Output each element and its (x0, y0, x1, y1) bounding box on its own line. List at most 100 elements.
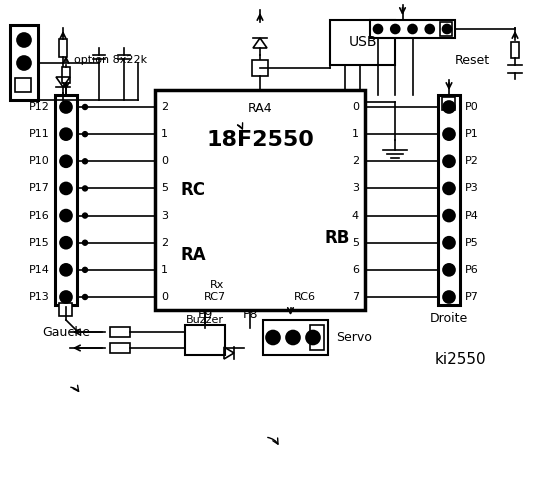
Circle shape (391, 24, 400, 34)
Bar (10, 25, 38, 100)
Circle shape (266, 331, 280, 345)
Circle shape (373, 24, 383, 34)
Circle shape (82, 159, 87, 164)
Text: P9: P9 (197, 309, 213, 322)
Text: 4: 4 (352, 211, 359, 221)
Circle shape (82, 186, 87, 191)
Text: ki2550: ki2550 (434, 352, 486, 368)
Text: 0: 0 (161, 292, 168, 302)
Circle shape (286, 331, 300, 345)
Text: 7: 7 (352, 292, 359, 302)
Text: RC6: RC6 (294, 292, 316, 302)
Text: P14: P14 (29, 265, 50, 275)
Circle shape (60, 237, 72, 249)
Text: RC: RC (180, 181, 206, 199)
Text: P15: P15 (29, 238, 50, 248)
Circle shape (60, 291, 72, 303)
Text: P16: P16 (29, 211, 50, 221)
Text: USB: USB (348, 36, 377, 49)
Bar (110, 327, 130, 337)
Text: Rx: Rx (210, 280, 224, 290)
Text: P2: P2 (465, 156, 479, 166)
Circle shape (82, 295, 87, 300)
Text: 5: 5 (161, 183, 168, 193)
Text: Servo: Servo (336, 331, 372, 344)
Circle shape (443, 264, 455, 276)
Circle shape (443, 210, 455, 222)
Text: P3: P3 (465, 183, 479, 193)
Text: Gauche: Gauche (42, 326, 90, 339)
Text: 6: 6 (352, 265, 359, 275)
Circle shape (17, 33, 31, 47)
Circle shape (82, 213, 87, 218)
Bar (263, 320, 328, 355)
Text: Buzzer: Buzzer (186, 315, 224, 325)
Bar (438, 95, 460, 305)
Text: P7: P7 (465, 292, 479, 302)
Circle shape (408, 24, 417, 34)
Text: 1: 1 (161, 265, 168, 275)
Circle shape (82, 132, 87, 137)
Text: P6: P6 (465, 265, 479, 275)
Text: 3: 3 (352, 183, 359, 193)
Text: P4: P4 (465, 211, 479, 221)
Text: P8: P8 (242, 309, 258, 322)
Text: RB: RB (324, 229, 349, 247)
Bar (155, 90, 365, 310)
Bar (59, 303, 72, 316)
Text: 2: 2 (161, 238, 168, 248)
Text: 2: 2 (161, 102, 168, 112)
Text: P17: P17 (29, 183, 50, 193)
Circle shape (443, 182, 455, 194)
Text: 5: 5 (352, 238, 359, 248)
Bar (511, 42, 519, 58)
Bar (330, 20, 395, 65)
Text: Reset: Reset (455, 53, 490, 67)
Circle shape (425, 24, 434, 34)
Text: Droite: Droite (430, 312, 468, 325)
Text: P5: P5 (465, 238, 479, 248)
Bar (370, 20, 455, 38)
Circle shape (60, 128, 72, 140)
Text: 3: 3 (161, 211, 168, 221)
Text: 18F2550: 18F2550 (206, 130, 314, 150)
Text: P1: P1 (465, 129, 479, 139)
Circle shape (60, 156, 72, 168)
Text: 2: 2 (352, 156, 359, 166)
Circle shape (82, 240, 87, 245)
Circle shape (306, 331, 320, 345)
Bar (442, 97, 455, 110)
Circle shape (443, 101, 455, 113)
Bar (185, 325, 225, 355)
Bar (440, 22, 452, 36)
Bar (252, 60, 268, 76)
Circle shape (17, 56, 31, 70)
Text: RC7: RC7 (204, 292, 226, 302)
Text: 0: 0 (352, 102, 359, 112)
Bar (110, 343, 130, 353)
Circle shape (60, 210, 72, 222)
Text: option 8x22k: option 8x22k (75, 55, 148, 65)
Circle shape (60, 101, 72, 113)
Text: P11: P11 (29, 129, 50, 139)
Bar (62, 67, 70, 83)
Circle shape (60, 182, 72, 194)
Bar (55, 95, 77, 305)
Text: P13: P13 (29, 292, 50, 302)
Bar (310, 325, 324, 350)
Circle shape (443, 291, 455, 303)
Circle shape (82, 267, 87, 272)
Circle shape (443, 237, 455, 249)
Text: RA4: RA4 (248, 101, 272, 115)
Text: 1: 1 (161, 129, 168, 139)
Bar (15, 78, 31, 92)
Text: 0: 0 (161, 156, 168, 166)
Circle shape (82, 105, 87, 109)
Bar (59, 39, 67, 57)
Text: P0: P0 (465, 102, 479, 112)
Circle shape (443, 128, 455, 140)
Text: P12: P12 (29, 102, 50, 112)
Circle shape (60, 264, 72, 276)
Circle shape (443, 156, 455, 168)
Text: P10: P10 (29, 156, 50, 166)
